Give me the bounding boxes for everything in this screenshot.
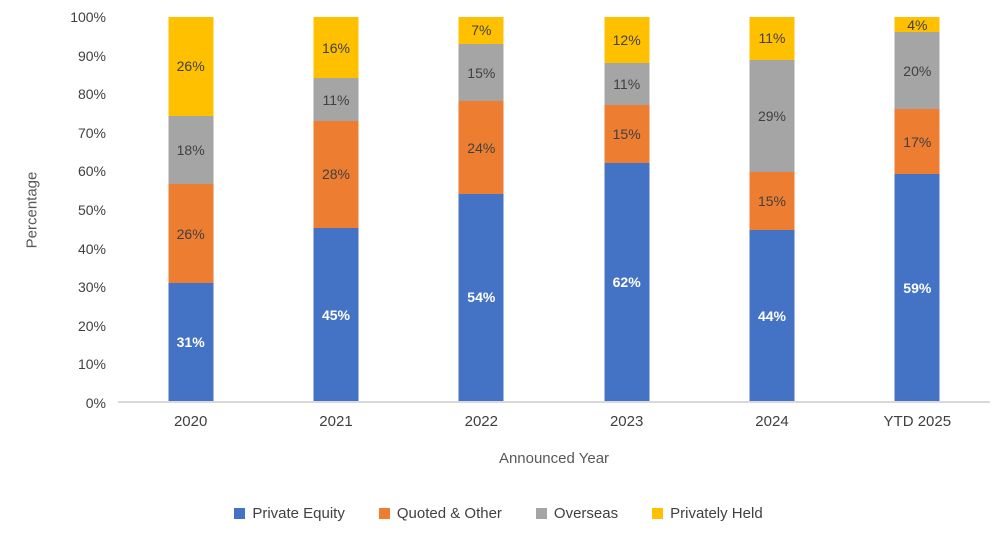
- bar-segment-label: 26%: [176, 225, 205, 242]
- bar-segment-label: 26%: [176, 58, 205, 75]
- bar-segment: 4%: [894, 16, 940, 33]
- bar-segment: 45%: [313, 228, 359, 401]
- legend: Private Equity Quoted & Other Overseas Priv…: [0, 505, 997, 522]
- stacked-bar: 45% 28% 11% 16%: [313, 17, 359, 401]
- y-tick-label: 40%: [77, 240, 106, 257]
- bar-segment-label: 15%: [612, 126, 641, 143]
- bar-segment: 24%: [458, 101, 504, 194]
- bar-segment: 26%: [168, 184, 214, 284]
- legend-swatch-icon: [535, 508, 547, 519]
- bar-segment: 11%: [313, 78, 359, 121]
- y-tick-label: 90%: [77, 47, 106, 64]
- bar-segment: 18%: [168, 115, 214, 185]
- y-axis-ticks: 0% 10% 20% 30% 40% 50% 60% 70% 80% 90% 100%: [0, 9, 106, 411]
- bar-segment: 28%: [313, 120, 359, 229]
- bar-segment: 15%: [749, 172, 795, 231]
- bar-segment-label: 62%: [612, 273, 641, 290]
- stacked-bar: 31% 26% 18% 26%: [168, 17, 214, 401]
- legend-swatch-icon: [234, 508, 246, 519]
- legend-swatch-icon: [652, 508, 664, 519]
- stacked-bar: 54% 24% 15% 7%: [458, 17, 504, 401]
- bar-segment-label: 11%: [758, 30, 786, 47]
- bar-segment: 31%: [168, 283, 214, 401]
- y-tick-label: 70%: [77, 124, 106, 141]
- bar-segment-label: 16%: [321, 39, 350, 56]
- plot-area: 31% 26% 18% 26% 2020 45% 28% 11% 16% 2021 54% 24% 15…: [118, 16, 990, 430]
- legend-label: Quoted & Other: [396, 505, 502, 522]
- bar-segment: 29%: [749, 59, 795, 173]
- bar-slot: 31% 26% 18% 26% 2020: [118, 17, 263, 430]
- x-category-label: YTD 2025: [883, 413, 952, 430]
- bar-segment-label: 31%: [176, 334, 205, 351]
- bar-segment: 26%: [168, 17, 214, 116]
- bar-slot: 54% 24% 15% 7% 2022: [409, 17, 554, 430]
- bar-segment-label: 29%: [757, 107, 786, 124]
- bar-segment-label: 11%: [322, 91, 350, 108]
- bar-segment: 12%: [604, 17, 650, 64]
- bar-segment-label: 45%: [321, 306, 350, 323]
- y-tick-label: 20%: [77, 317, 106, 334]
- bar-segment-label: 20%: [903, 62, 932, 79]
- bar-slot: 44% 15% 29% 11% 2024: [699, 17, 844, 430]
- legend-label: Privately Held: [670, 505, 763, 522]
- bar-segment: 44%: [749, 230, 795, 401]
- x-category-label: 2021: [319, 413, 353, 430]
- y-tick-label: 60%: [77, 163, 106, 180]
- bar-segment: 62%: [604, 162, 650, 401]
- stacked-bar: 44% 15% 29% 11%: [749, 17, 795, 401]
- legend-label: Overseas: [553, 505, 619, 522]
- legend-item: Overseas: [535, 505, 619, 522]
- bar-segment: 15%: [458, 43, 504, 102]
- bar-segment-label: 12%: [612, 32, 641, 49]
- bar-segment-label: 17%: [903, 133, 932, 150]
- bar-segment-label: 28%: [321, 166, 350, 183]
- bar-segment: 59%: [894, 174, 940, 401]
- bar-segment-label: 18%: [176, 142, 205, 159]
- y-tick-label: 80%: [77, 86, 106, 103]
- bar-slot: 62% 15% 11% 12% 2023: [554, 17, 699, 430]
- bar-segment: 11%: [749, 17, 795, 60]
- x-category-label: 2023: [609, 413, 644, 430]
- bar-segment: 54%: [458, 193, 504, 401]
- bar-segment: 15%: [604, 105, 650, 163]
- bar-segment-label: 15%: [467, 64, 496, 81]
- legend-label: Private Equity: [252, 505, 345, 522]
- legend-item: Private Equity: [234, 505, 345, 522]
- bar-segment-label: 11%: [613, 76, 641, 93]
- bar-segment-label: 15%: [757, 193, 786, 210]
- legend-swatch-icon: [378, 508, 390, 519]
- bar-segment: 11%: [604, 63, 650, 106]
- bar-segment-label: 59%: [903, 279, 932, 296]
- stacked-bar: 62% 15% 11% 12%: [604, 17, 650, 401]
- bar-segment-label: 24%: [467, 139, 496, 156]
- y-tick-label: 100%: [70, 9, 106, 25]
- bar-segment-label: 44%: [757, 307, 786, 324]
- bar-segment-label: 4%: [907, 16, 928, 33]
- bar-segment: 7%: [458, 17, 504, 44]
- legend-item: Quoted & Other: [378, 505, 502, 522]
- legend-item: Privately Held: [652, 505, 763, 522]
- y-tick-label: 30%: [77, 279, 106, 296]
- stacked-bar: 59% 17% 20% 4%: [894, 16, 940, 401]
- y-tick-label: 10%: [77, 356, 106, 373]
- bar-segment: 17%: [894, 109, 940, 175]
- bar-slot: 59% 17% 20% 4% YTD 2025: [845, 16, 990, 430]
- x-axis-title: Announced Year: [498, 450, 610, 467]
- bar-segment-label: 54%: [467, 289, 496, 306]
- y-tick-label: 0%: [85, 395, 106, 411]
- y-tick-label: 50%: [77, 202, 106, 218]
- bar-slot: 45% 28% 11% 16% 2021: [263, 17, 408, 430]
- x-category-label: 2022: [464, 413, 498, 430]
- bar-segment-label: 7%: [471, 22, 492, 39]
- x-category-label: 2024: [755, 413, 789, 430]
- bar-segment: 16%: [313, 17, 359, 79]
- bar-segment: 20%: [894, 32, 940, 110]
- x-category-label: 2020: [173, 413, 208, 430]
